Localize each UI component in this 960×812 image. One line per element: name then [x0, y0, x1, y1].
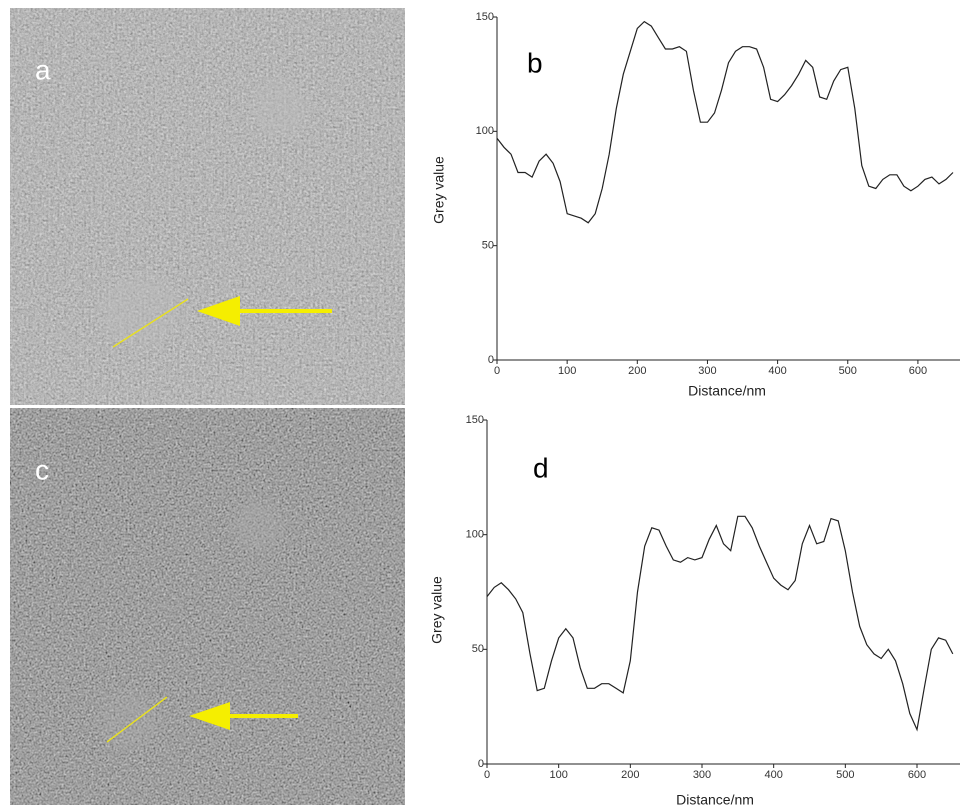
x-tick-label: 500 — [839, 365, 857, 377]
y-tick-label: 0 — [478, 758, 484, 770]
panel-label: b — [527, 47, 543, 78]
image-noise — [10, 8, 405, 405]
x-axis-label: Distance/nm — [676, 792, 754, 808]
y-tick-label: 150 — [466, 414, 484, 426]
x-tick-label: 0 — [484, 769, 490, 781]
y-tick-label: 50 — [472, 643, 484, 655]
x-tick-label: 200 — [621, 769, 639, 781]
particle — [233, 500, 283, 550]
arrow-head — [189, 702, 230, 730]
panel-label: c — [35, 454, 49, 485]
y-axis-label: Grey value — [431, 156, 447, 224]
line-chart: 0 50 100 150 0 100 200 300 400 500 600 Distance/nm G… — [431, 11, 960, 399]
profile-line — [112, 298, 189, 348]
x-tick-label: 400 — [768, 365, 786, 377]
x-tick-label: 100 — [549, 769, 567, 781]
x-tick-label: 500 — [836, 769, 854, 781]
x-tick-label: 0 — [494, 365, 500, 377]
x-tick-label: 200 — [628, 365, 646, 377]
x-tick-label: 100 — [558, 365, 576, 377]
particle — [100, 690, 160, 750]
panel-label: d — [533, 452, 549, 483]
micrograph-c: c — [10, 408, 405, 805]
panel-label: a — [35, 54, 51, 85]
x-axis-label: Distance/nm — [688, 383, 766, 399]
profile-line — [106, 696, 168, 743]
profile-line — [486, 515, 954, 732]
particle — [252, 82, 308, 138]
x-tick-label: 300 — [698, 365, 716, 377]
y-axis-label: Grey value — [429, 576, 445, 644]
y-tick-label: 50 — [482, 240, 494, 252]
y-tick-label: 150 — [476, 11, 494, 23]
image-noise — [10, 408, 405, 805]
x-tick-label: 600 — [908, 769, 926, 781]
arrow-head — [197, 296, 240, 326]
x-tick-label: 600 — [909, 365, 927, 377]
y-tick-label: 100 — [476, 125, 494, 137]
x-tick-label: 300 — [693, 769, 711, 781]
line-chart: 0 50 100 150 0 100 200 300 400 500 600 Distance/nm G… — [429, 414, 960, 808]
y-tick-label: 100 — [466, 529, 484, 541]
y-tick-label: 0 — [488, 354, 494, 366]
particle — [100, 275, 180, 345]
profile-line — [496, 20, 954, 224]
micrograph-a: a — [10, 8, 405, 405]
x-tick-label: 400 — [764, 769, 782, 781]
